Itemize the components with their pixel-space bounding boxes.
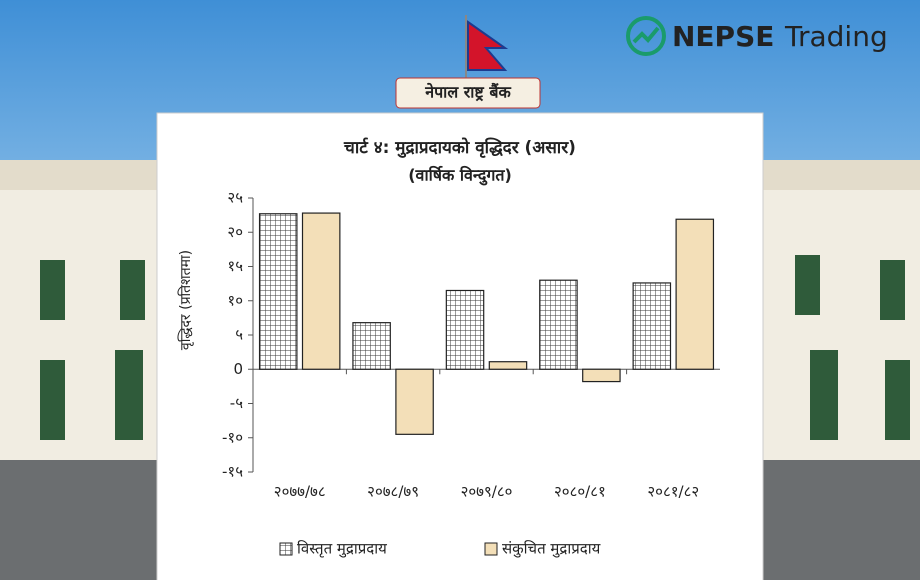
legend-swatch	[484, 542, 498, 556]
y-tick-label: 0	[233, 360, 243, 378]
bar	[632, 282, 672, 370]
brand-suffix: Trading	[784, 20, 888, 53]
bar	[352, 322, 391, 370]
logo-arrow	[632, 26, 660, 44]
y-axis-label: वृद्धिदर (प्रतिशतमा)	[177, 250, 194, 350]
x-tick-label: २०७८/७९	[367, 483, 419, 501]
bar	[445, 289, 485, 370]
x-tick-label: २०७७/७८	[274, 483, 326, 501]
bar	[488, 361, 528, 370]
logo-icon	[626, 16, 666, 56]
legend-label: संकुचित मुद्राप्रदाय	[502, 540, 601, 559]
chart-subtitle: (वार्षिक विन्दुगत)	[408, 166, 512, 186]
bar	[582, 368, 621, 383]
building-left	[0, 160, 160, 580]
y-tick-label: -१५	[222, 463, 243, 481]
x-tick-label: २०७९/८०	[461, 483, 513, 501]
x-tick-label: २०८०/८१	[554, 483, 606, 501]
sign-board	[395, 77, 541, 109]
y-tick-label: -१०	[222, 428, 243, 446]
building-right	[760, 160, 920, 580]
y-tick-label: २०	[227, 223, 243, 241]
chart-title: चार्ट ४: मुद्राप्रदायको वृद्धिदर (असार)	[343, 137, 576, 158]
y-tick-label: १०	[227, 291, 243, 309]
y-tick-label: १५	[227, 257, 243, 275]
bar	[675, 218, 715, 370]
brand-name: NEPSE	[672, 20, 774, 53]
y-tick-label: -५	[230, 394, 243, 412]
bar	[258, 213, 298, 370]
bar	[539, 279, 578, 370]
bar	[395, 368, 434, 435]
sign-text: नेपाल राष्ट्र बैंक	[424, 83, 511, 102]
legend-swatch	[279, 542, 293, 556]
bar	[301, 212, 341, 370]
legend-label: विस्तृत मुद्राप्रदाय	[297, 540, 387, 559]
y-tick-label: ५	[235, 326, 243, 344]
y-tick-label: २५	[227, 189, 243, 207]
x-tick-label: २०८१/८२	[647, 483, 699, 501]
flag	[467, 20, 509, 71]
